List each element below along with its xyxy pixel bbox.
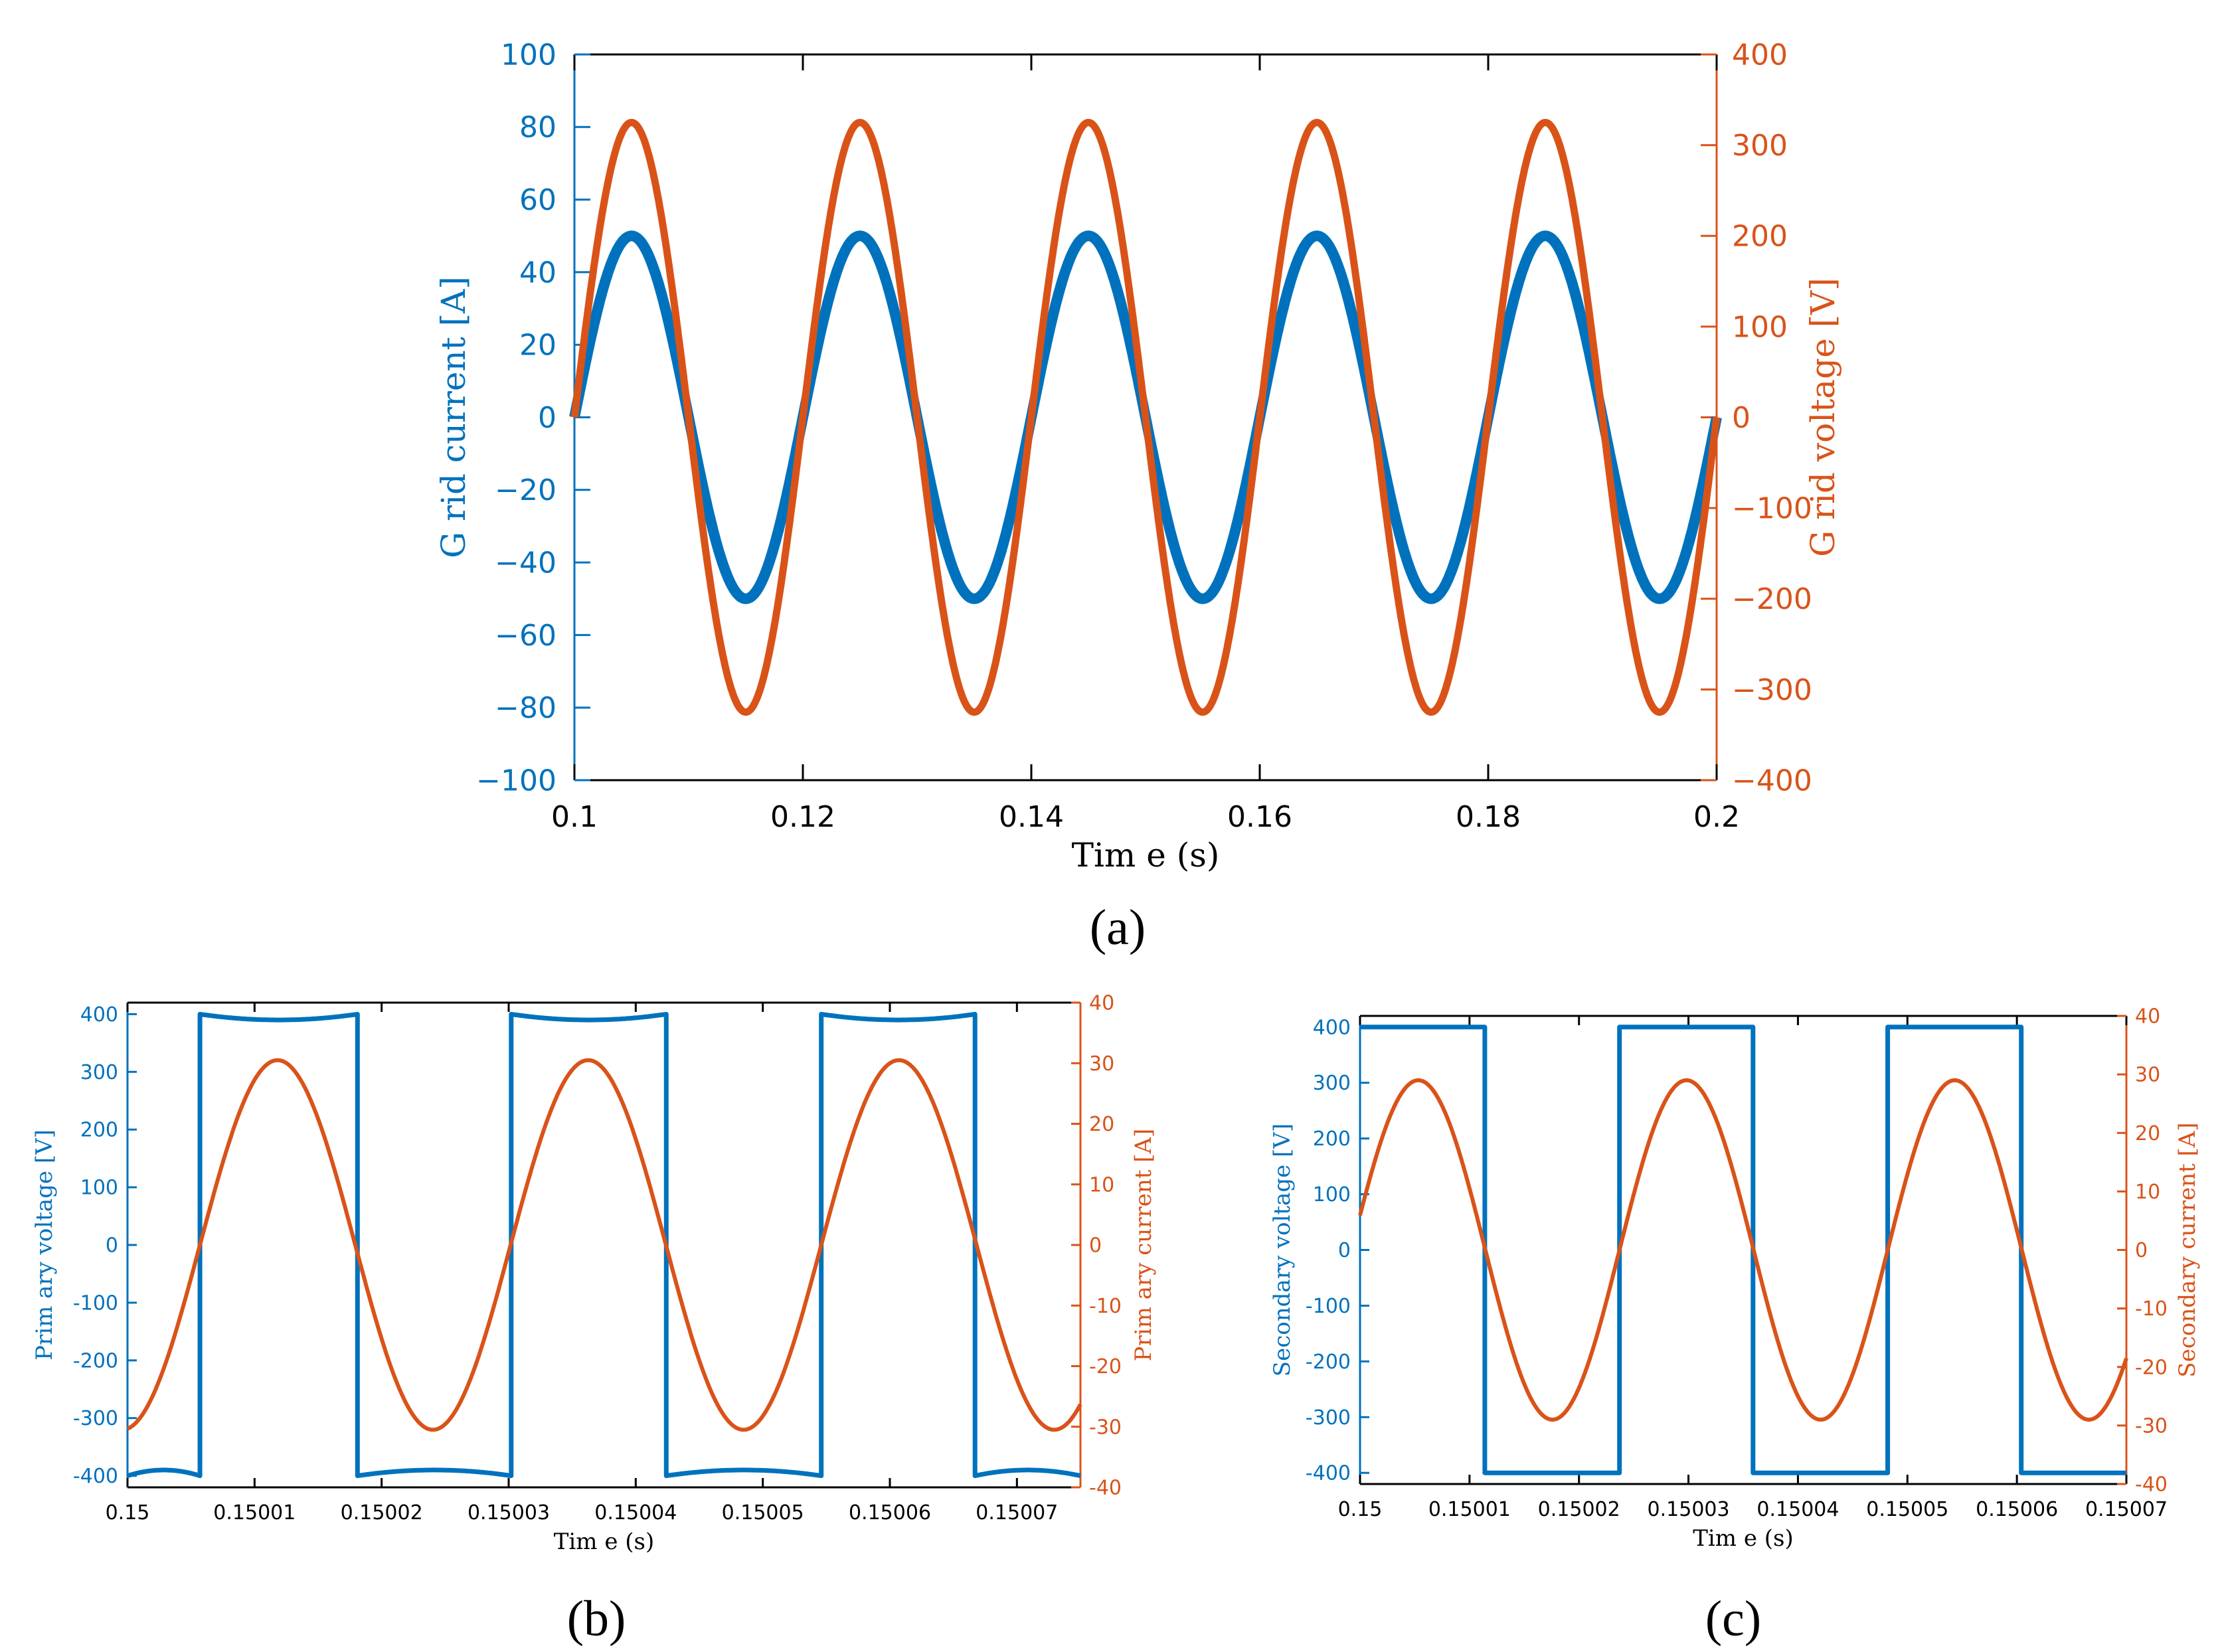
y-left-tick-label: -100: [1306, 1295, 1351, 1318]
y-left-tick-label: 200: [80, 1119, 118, 1142]
chart-b-primary-voltage-current: 0.15 0.15001 0.15002 0.15003 0.15004 0.15005 0…: [31, 992, 1157, 1556]
y-left-tick-label: -200: [73, 1349, 118, 1372]
y-right-axis-label: G rid voltage [V]: [1804, 278, 1842, 556]
x-tick-label: 0.15006: [1976, 1498, 2058, 1521]
y-left-axis-label: G rid current [A]: [434, 276, 473, 558]
x-tick-label: 0.15: [1338, 1498, 1383, 1521]
y-right-tick-label: 10: [2135, 1181, 2160, 1204]
x-tick-label: 0.15005: [722, 1501, 804, 1525]
y-right-tick-label: -20: [2135, 1356, 2168, 1379]
y-right-tick-label: -30: [2135, 1414, 2168, 1438]
y-left-tick-label: -300: [73, 1407, 118, 1430]
x-tick-label: 0.15004: [594, 1501, 677, 1525]
y-right-tick-label: 30: [2135, 1064, 2160, 1087]
y-right-tick-label: −300: [1732, 673, 1812, 707]
x-tick-label: 0.15001: [213, 1501, 296, 1525]
secondary-current-line: [1358, 1078, 2128, 1422]
y-right-tick-label: 0: [1732, 401, 1751, 435]
y-left-tick-label: 60: [519, 183, 556, 217]
x-tick-label: 0.15: [106, 1501, 150, 1525]
y-right-tick-label: −100: [1732, 492, 1812, 526]
caption-a: (a): [1090, 900, 1146, 955]
y-right-tick-label: 40: [1089, 992, 1114, 1015]
caption-b: (b): [567, 1591, 626, 1647]
x-axis-label: Tim e (s): [1693, 1525, 1794, 1552]
x-tick-label: 0.18: [1456, 800, 1521, 834]
y-right-tick-label: 40: [2135, 1005, 2160, 1029]
x-tick-label: 0.16: [1227, 800, 1292, 834]
y-right-tick-label: −200: [1732, 582, 1812, 616]
y-right-tick-label: -10: [1089, 1295, 1122, 1318]
primary-current-line: [126, 1058, 1082, 1432]
y-left-tick-label: 400: [80, 1003, 118, 1027]
y-right-tick-label: -30: [1089, 1416, 1122, 1439]
x-tick-label: 0.2: [1693, 800, 1740, 834]
y-left-tick-label: 0: [538, 401, 556, 435]
y-right-tick-label: 0: [2135, 1239, 2148, 1262]
y-left-tick-label: 400: [1313, 1016, 1351, 1039]
x-tick-label: 0.15002: [341, 1501, 423, 1525]
y-right-tick-label: 200: [1732, 220, 1788, 254]
chart-a-grid-current-voltage: 0.1 0.12 0.14 0.16 0.18 0.2−100−80−60−40−2002…: [434, 38, 1842, 874]
y-left-tick-label: 100: [501, 38, 556, 72]
y-left-tick-label: -300: [1306, 1406, 1351, 1430]
x-tick-label: 0.15004: [1756, 1498, 1839, 1521]
y-left-tick-label: 20: [519, 329, 556, 363]
y-left-axis-label: Prim ary voltage [V]: [31, 1129, 58, 1361]
y-left-axis-label: Secondary voltage [V]: [1269, 1123, 1296, 1376]
y-left-tick-label: −40: [495, 546, 556, 580]
y-left-tick-label: 0: [106, 1234, 118, 1258]
grid-voltage-line: [570, 119, 1721, 716]
y-left-tick-label: −20: [495, 473, 556, 507]
y-right-tick-label: 300: [1732, 129, 1788, 163]
y-left-tick-label: −80: [495, 691, 556, 725]
x-tick-label: 0.15001: [1428, 1498, 1511, 1521]
y-left-tick-label: 100: [1313, 1183, 1351, 1206]
y-left-tick-label: 300: [80, 1061, 118, 1084]
x-tick-label: 0.1: [551, 800, 598, 834]
primary-voltage-line: [126, 1011, 1081, 1479]
y-right-tick-label: -10: [2135, 1297, 2168, 1321]
y-right-tick-label: 400: [1732, 38, 1788, 72]
x-tick-label: 0.15003: [468, 1501, 550, 1525]
chart-c-secondary-voltage-current: 0.15 0.15001 0.15002 0.15003 0.15004 0.15005 0…: [1269, 1005, 2201, 1552]
y-right-tick-label: -40: [2135, 1473, 2168, 1497]
y-right-tick-label: −400: [1732, 764, 1812, 797]
y-left-tick-label: −60: [495, 619, 556, 653]
y-right-tick-label: 0: [1089, 1234, 1102, 1258]
x-tick-label: 0.15007: [2085, 1498, 2168, 1521]
y-left-tick-label: -400: [73, 1465, 118, 1488]
y-left-tick-label: −100: [476, 764, 556, 797]
x-tick-label: 0.15005: [1866, 1498, 1948, 1521]
y-left-tick-label: 300: [1313, 1072, 1351, 1095]
y-right-tick-label: 20: [2135, 1122, 2160, 1145]
x-axis-label: Tim e (s): [554, 1528, 655, 1555]
x-tick-label: 0.15006: [849, 1501, 931, 1525]
y-right-tick-label: -40: [1089, 1477, 1122, 1500]
y-left-tick-label: 200: [1313, 1127, 1351, 1151]
y-right-axis-label: Secondary current [A]: [2174, 1122, 2201, 1377]
y-left-tick-label: 80: [519, 111, 556, 145]
y-left-tick-label: -200: [1306, 1351, 1351, 1374]
caption-c: (c): [1705, 1591, 1761, 1647]
x-tick-label: 0.14: [999, 800, 1064, 834]
x-tick-label: 0.15003: [1648, 1498, 1730, 1521]
y-left-tick-label: -400: [1306, 1462, 1351, 1485]
x-tick-label: 0.15002: [1538, 1498, 1620, 1521]
y-right-tick-label: 30: [1089, 1052, 1114, 1076]
secondary-voltage-line: [1359, 1025, 2127, 1475]
y-right-tick-label: 100: [1732, 310, 1788, 344]
y-left-tick-label: 40: [519, 256, 556, 289]
y-right-tick-label: 20: [1089, 1113, 1114, 1136]
y-right-tick-label: -20: [1089, 1355, 1122, 1378]
y-left-tick-label: -100: [73, 1291, 118, 1315]
y-right-tick-label: 10: [1089, 1173, 1114, 1197]
y-left-tick-label: 100: [80, 1177, 118, 1200]
x-axis-label: Tim e (s): [1072, 836, 1220, 874]
y-left-tick-label: 0: [1338, 1239, 1351, 1262]
y-right-axis-label: Prim ary current [A]: [1130, 1129, 1157, 1362]
x-tick-label: 0.12: [770, 800, 835, 834]
x-tick-label: 0.15007: [976, 1501, 1058, 1525]
